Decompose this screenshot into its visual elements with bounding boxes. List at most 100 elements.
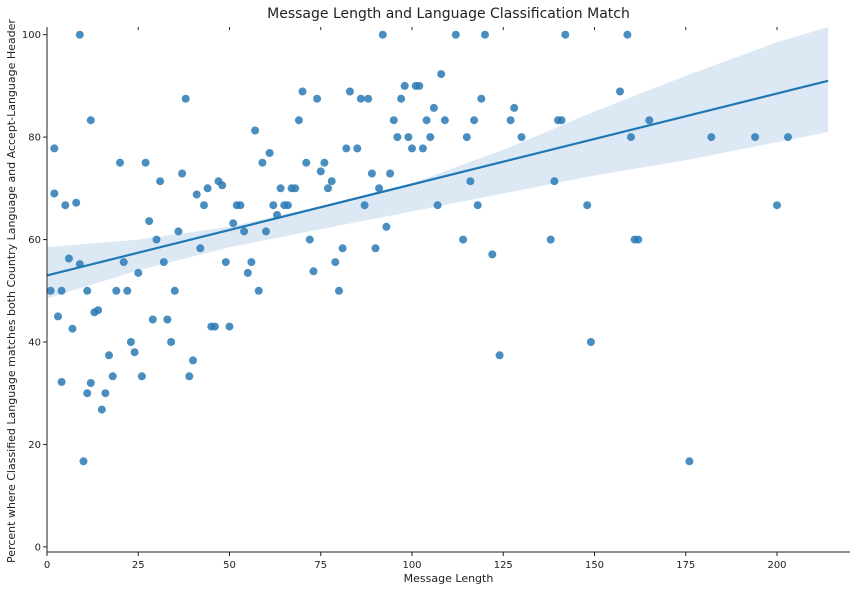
data-point: [79, 457, 88, 466]
data-point: [437, 70, 446, 79]
regression-line: [46, 79, 829, 277]
data-point: [134, 268, 143, 277]
data-point: [309, 267, 318, 276]
x-tick-label: 200: [767, 560, 786, 571]
data-point: [294, 116, 303, 125]
data-point: [367, 169, 376, 178]
data-point: [546, 235, 555, 244]
data-point: [46, 286, 55, 295]
x-axis-label: Message Length: [404, 572, 494, 585]
data-point: [64, 254, 73, 263]
data-point: [320, 158, 329, 167]
confidence-band: [47, 27, 829, 299]
data-point: [57, 378, 66, 386]
data-point: [145, 217, 154, 226]
data-point: [123, 286, 132, 295]
data-point: [167, 338, 176, 346]
data-point: [221, 258, 230, 267]
data-point: [185, 372, 194, 381]
y-tick-label: 80: [28, 133, 41, 144]
data-point: [773, 201, 781, 210]
data-point: [459, 235, 468, 244]
data-point: [784, 133, 792, 142]
data-point: [316, 167, 325, 176]
data-point: [86, 116, 95, 125]
data-point: [506, 116, 515, 125]
data-point: [313, 94, 322, 103]
data-point: [181, 94, 190, 103]
data-point: [258, 158, 267, 167]
data-point: [429, 103, 438, 112]
data-point: [156, 177, 165, 186]
data-point: [298, 87, 307, 96]
data-point: [345, 87, 354, 96]
data-point: [393, 133, 402, 142]
data-point: [108, 372, 117, 381]
axes: 0 25 50 75 100 125 150 175 200 0 20 40 60 80 100: [22, 27, 850, 571]
data-point: [495, 351, 504, 360]
data-point: [86, 379, 95, 387]
data-point: [225, 322, 234, 331]
data-point: [627, 133, 635, 142]
data-point: [291, 184, 300, 193]
data-point: [265, 149, 274, 157]
data-point: [101, 389, 110, 398]
data-point: [371, 244, 380, 253]
data-point: [400, 81, 409, 90]
data-point: [353, 144, 362, 153]
data-point: [269, 201, 278, 210]
data-point: [685, 457, 694, 466]
data-point: [470, 116, 479, 125]
data-point: [251, 126, 260, 135]
data-point: [481, 30, 489, 39]
data-point: [112, 286, 121, 295]
data-point: [338, 244, 347, 253]
data-point: [163, 315, 172, 324]
data-point: [130, 348, 139, 357]
data-point: [148, 315, 157, 324]
data-point: [451, 30, 460, 39]
data-point: [389, 116, 398, 125]
data-point: [634, 235, 643, 244]
x-tick-label: 125: [494, 560, 513, 571]
data-point: [240, 227, 249, 236]
data-point: [397, 94, 406, 103]
data-point: [324, 184, 332, 193]
data-point: [119, 258, 128, 267]
data-point: [557, 116, 566, 125]
data-point: [254, 286, 263, 295]
data-point: [561, 30, 570, 39]
data-point: [83, 389, 92, 398]
data-point: [408, 144, 416, 153]
data-point: [50, 144, 59, 153]
data-point: [218, 181, 227, 190]
y-tick-label: 100: [22, 30, 41, 41]
data-point: [422, 116, 431, 125]
data-point: [210, 322, 219, 331]
data-point: [418, 144, 427, 153]
chart-title: Message Length and Language Classificati…: [267, 6, 630, 22]
data-point: [174, 227, 183, 236]
data-point: [54, 312, 62, 321]
data-point: [586, 338, 595, 346]
data-point: [83, 286, 92, 295]
y-tick-label: 60: [28, 235, 41, 246]
data-point: [707, 133, 716, 142]
data-point: [159, 258, 168, 267]
data-point: [105, 351, 113, 360]
data-point: [200, 201, 208, 210]
data-point: [583, 201, 592, 210]
data-point: [382, 222, 391, 231]
data-point: [426, 133, 435, 142]
regression-line-layer: [46, 79, 829, 277]
data-point: [236, 201, 245, 210]
confidence-band-layer: [47, 27, 829, 299]
data-point: [126, 338, 135, 346]
data-point: [510, 103, 519, 112]
data-point: [192, 190, 201, 199]
data-point: [116, 158, 124, 167]
data-point: [616, 87, 624, 96]
data-point: [178, 169, 187, 178]
data-point: [751, 133, 760, 142]
data-point: [243, 268, 252, 277]
